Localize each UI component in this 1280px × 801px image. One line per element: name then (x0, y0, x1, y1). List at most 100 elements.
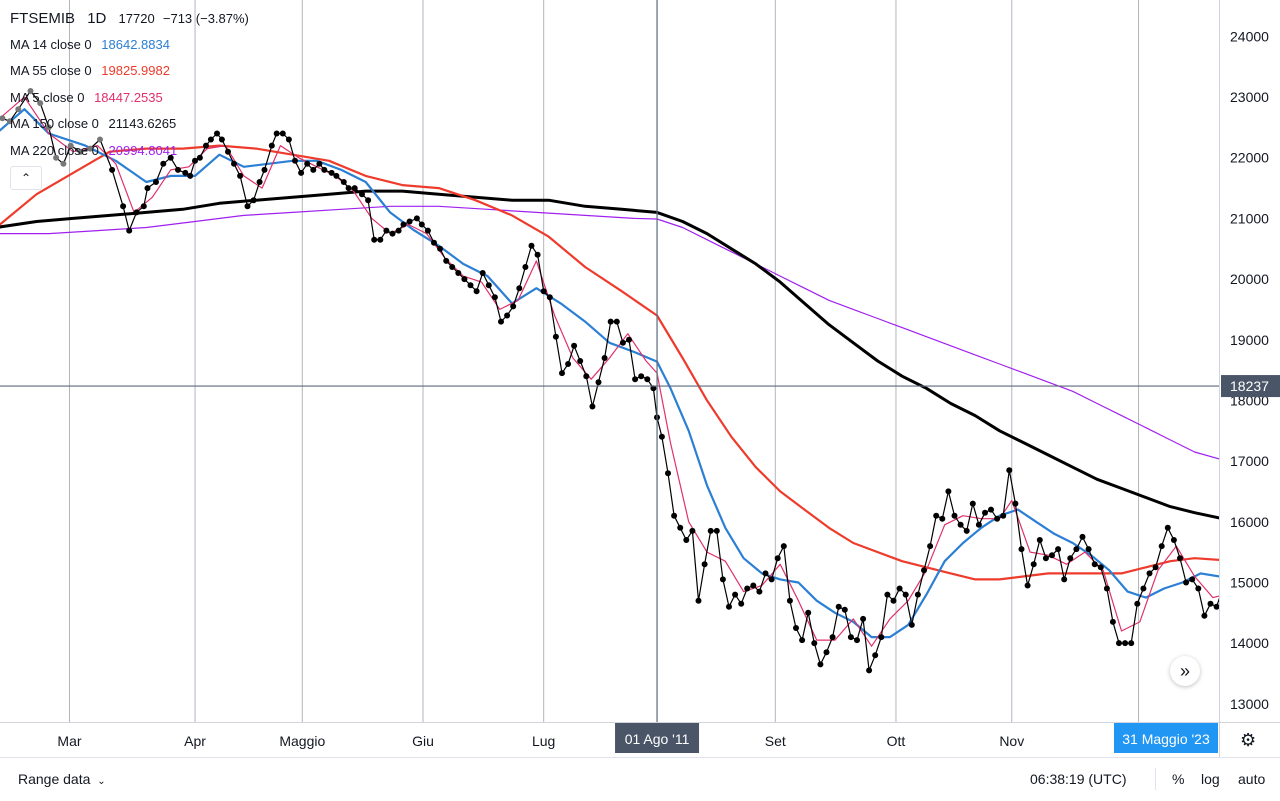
price-point (383, 227, 390, 234)
price-point (133, 209, 140, 216)
price-point (701, 561, 708, 568)
price-point (872, 652, 879, 659)
price-point (945, 488, 952, 495)
gear-icon[interactable]: ⚙ (1240, 730, 1257, 750)
x-tick-label: Mar (57, 733, 81, 749)
price-point (1152, 564, 1159, 571)
price-point (231, 160, 237, 167)
price-point (1213, 603, 1219, 610)
price-point (340, 179, 347, 185)
price-point (1220, 586, 1226, 592)
indicator-ma55[interactable]: MA 55 close 0 19825.9982 (10, 63, 170, 79)
price-point (805, 609, 812, 616)
chevron-up-icon: ⌃ (20, 171, 32, 185)
y-tick-label: 17000 (1230, 453, 1269, 469)
price-point (1177, 555, 1183, 562)
indicator-ma14[interactable]: MA 14 close 0 18642.8834 (10, 37, 170, 53)
price-point (67, 142, 74, 149)
percent-scale-button[interactable]: % (1172, 771, 1185, 787)
price-point (1061, 576, 1068, 583)
chevron-down-icon: ⌄ (97, 776, 106, 787)
svg-text:18237: 18237 (1230, 378, 1269, 394)
price-point (921, 567, 927, 574)
price-point (860, 615, 867, 622)
price-point (1067, 555, 1074, 562)
price-point (498, 318, 504, 325)
price-point (1000, 512, 1007, 519)
x-tick-label: Maggio (279, 733, 325, 749)
price-point (144, 185, 151, 192)
price-point (365, 197, 372, 204)
price-point (1128, 640, 1135, 647)
price-point (437, 245, 444, 252)
x-tick-label: Apr (184, 733, 206, 749)
price-point (951, 512, 958, 519)
price-chart[interactable]: 1300014000150001600017000180001900020000… (0, 0, 1280, 757)
price-point (546, 294, 553, 301)
price-point (811, 640, 818, 647)
price-point (732, 591, 739, 598)
price-point (1091, 561, 1098, 568)
y-tick-label: 16000 (1230, 514, 1269, 530)
symbol-name[interactable]: FTSEMIB (10, 10, 76, 27)
y-tick-label: 19000 (1230, 332, 1269, 348)
price-point (321, 166, 328, 173)
scroll-to-realtime-button[interactable]: » (1170, 656, 1200, 686)
indicator-ma150[interactable]: MA 150 close 0 21143.6265 (10, 116, 176, 132)
price-point (975, 521, 982, 528)
price-point (689, 527, 696, 534)
price-point (583, 373, 590, 380)
price-point (244, 203, 251, 210)
svg-text:01 Ago '11: 01 Ago '11 (625, 731, 690, 747)
x-tick-label: Nov (999, 733, 1024, 749)
ma150-line (0, 189, 1219, 520)
indicator-label: MA 55 close 0 (10, 63, 92, 78)
price-point (658, 433, 665, 440)
price-point (823, 649, 830, 656)
price-point (371, 236, 378, 243)
range-data-label: Range data (18, 771, 91, 787)
ma220-line (0, 205, 1219, 460)
price-point (77, 148, 84, 155)
bottom-toolbar: Range data ⌄ 06:38:19 (UTC) % log auto (0, 757, 1280, 801)
indicator-ma5[interactable]: MA 5 close 0 18447.2535 (10, 90, 163, 106)
collapse-legend-button[interactable]: ⌃ (10, 166, 42, 190)
price-point (650, 385, 657, 392)
price-point (261, 166, 268, 173)
indicator-ma220[interactable]: MA 220 close 0 20994.8041 (10, 143, 177, 159)
range-end-label: 31 Maggio '23 (1114, 723, 1218, 753)
price-point (120, 203, 127, 210)
price-point (1195, 585, 1202, 592)
price-point (1140, 585, 1147, 592)
interval-label[interactable]: 1D (87, 10, 107, 27)
last-price: 17720 (118, 11, 155, 26)
price-point (1055, 546, 1062, 553)
range-data-button[interactable]: Range data ⌄ (18, 771, 106, 787)
log-scale-button[interactable]: log (1201, 771, 1220, 787)
price-point (847, 634, 854, 641)
price-point (424, 227, 431, 234)
price-point (467, 282, 474, 289)
price-point (268, 142, 275, 149)
price-point (817, 661, 824, 668)
indicator-value: 19825.9982 (101, 63, 170, 78)
price-point (982, 509, 988, 516)
price-point (218, 136, 225, 143)
utc-clock[interactable]: 06:38:19 (UTC) (1030, 771, 1127, 787)
price-point (443, 257, 450, 264)
price-point (377, 236, 384, 243)
price-point (285, 136, 292, 143)
price-point (638, 373, 645, 380)
price-point (97, 136, 103, 143)
price-point (1201, 612, 1208, 619)
auto-scale-button[interactable]: auto (1238, 771, 1266, 787)
price-point (1085, 546, 1092, 553)
price-point (1122, 640, 1129, 647)
price-point (744, 585, 751, 592)
price-point (969, 500, 976, 507)
price-point (359, 191, 365, 198)
price-point (126, 227, 133, 234)
price-point (854, 637, 860, 644)
ma55-line (0, 144, 1219, 581)
price-point (988, 506, 994, 513)
